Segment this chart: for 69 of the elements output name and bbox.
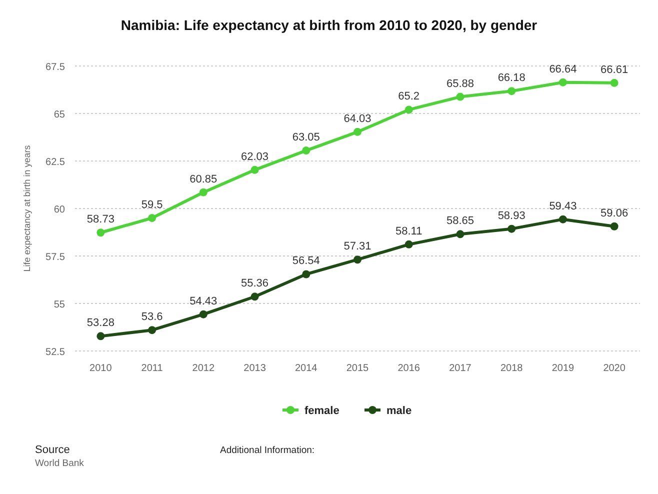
x-tick-label: 2017 — [449, 363, 472, 374]
x-tick-label: 2015 — [346, 363, 370, 374]
y-tick-label: 65 — [54, 110, 66, 120]
point — [456, 92, 464, 101]
x-tick-label: 2016 — [398, 363, 420, 374]
data-label: 66.61 — [600, 64, 628, 76]
x-tick-label: 2011 — [141, 363, 164, 374]
data-label: 54.43 — [190, 295, 218, 308]
data-label: 64.03 — [344, 112, 372, 125]
data-label: 58.11 — [396, 225, 422, 238]
point — [558, 215, 567, 224]
point — [558, 78, 567, 86]
data-label: 58.65 — [446, 215, 474, 228]
x-tick-label: 2013 — [244, 363, 266, 374]
point — [610, 78, 618, 87]
point — [250, 292, 259, 301]
data-label: 59.5 — [141, 199, 163, 211]
text: Additional Information: — [220, 445, 315, 456]
data-label: 60.85 — [190, 173, 218, 186]
data-label: 59.43 — [549, 200, 577, 212]
x-tick-label: 2012 — [192, 363, 215, 374]
point — [404, 106, 413, 114]
data-label: 57.31 — [344, 240, 372, 253]
data-label: 65.88 — [446, 78, 474, 90]
point — [302, 270, 310, 278]
point — [148, 214, 156, 222]
y-tick-label: 62.5 — [46, 157, 66, 168]
data-label: 58.93 — [498, 210, 526, 222]
point — [354, 128, 362, 136]
point — [199, 310, 208, 318]
point — [508, 224, 516, 233]
data-label: 58.73 — [86, 214, 114, 226]
point — [96, 332, 105, 340]
y-tick-label: 52.5 — [46, 347, 66, 358]
chart-title: Namibia: Life expectancy at birth from 2010 to 2020, by gender — [120, 17, 538, 33]
text: Source — [35, 444, 70, 456]
x-tick-label: 2018 — [500, 363, 524, 374]
x-tick-label: 2019 — [552, 363, 575, 374]
point — [250, 166, 259, 174]
data-label: 65.2 — [398, 90, 420, 103]
y-tick-label: 60 — [54, 204, 66, 216]
data-label: 56.54 — [292, 255, 320, 268]
point — [508, 87, 516, 96]
data-label: 53.6 — [141, 311, 163, 324]
x-tick-label: 2010 — [90, 363, 112, 374]
data-label: 62.03 — [241, 150, 269, 163]
legend-label: male — [386, 405, 412, 417]
y-axis-title: Life expectancy at birth in years — [22, 144, 32, 272]
data-label: 55.36 — [241, 278, 269, 290]
point — [404, 240, 413, 248]
y-tick-label: 55 — [54, 300, 66, 310]
point — [302, 146, 310, 155]
point — [199, 188, 208, 196]
point — [610, 222, 618, 230]
data-label: 63.05 — [292, 132, 320, 144]
x-tick-label: 2014 — [295, 363, 318, 374]
y-tick-label: 57.5 — [46, 252, 66, 263]
text: World Bank — [35, 458, 84, 469]
point — [456, 230, 464, 238]
point — [354, 256, 362, 264]
x-tick-label: 2020 — [603, 363, 626, 374]
data-label: 53.28 — [86, 317, 114, 330]
data-label: 66.18 — [498, 72, 526, 84]
legend-label: female — [304, 405, 340, 417]
point — [96, 228, 105, 237]
point — [148, 326, 156, 334]
data-label: 66.64 — [549, 63, 577, 76]
data-label: 59.06 — [600, 207, 628, 220]
y-tick-label: 67.5 — [46, 62, 66, 73]
